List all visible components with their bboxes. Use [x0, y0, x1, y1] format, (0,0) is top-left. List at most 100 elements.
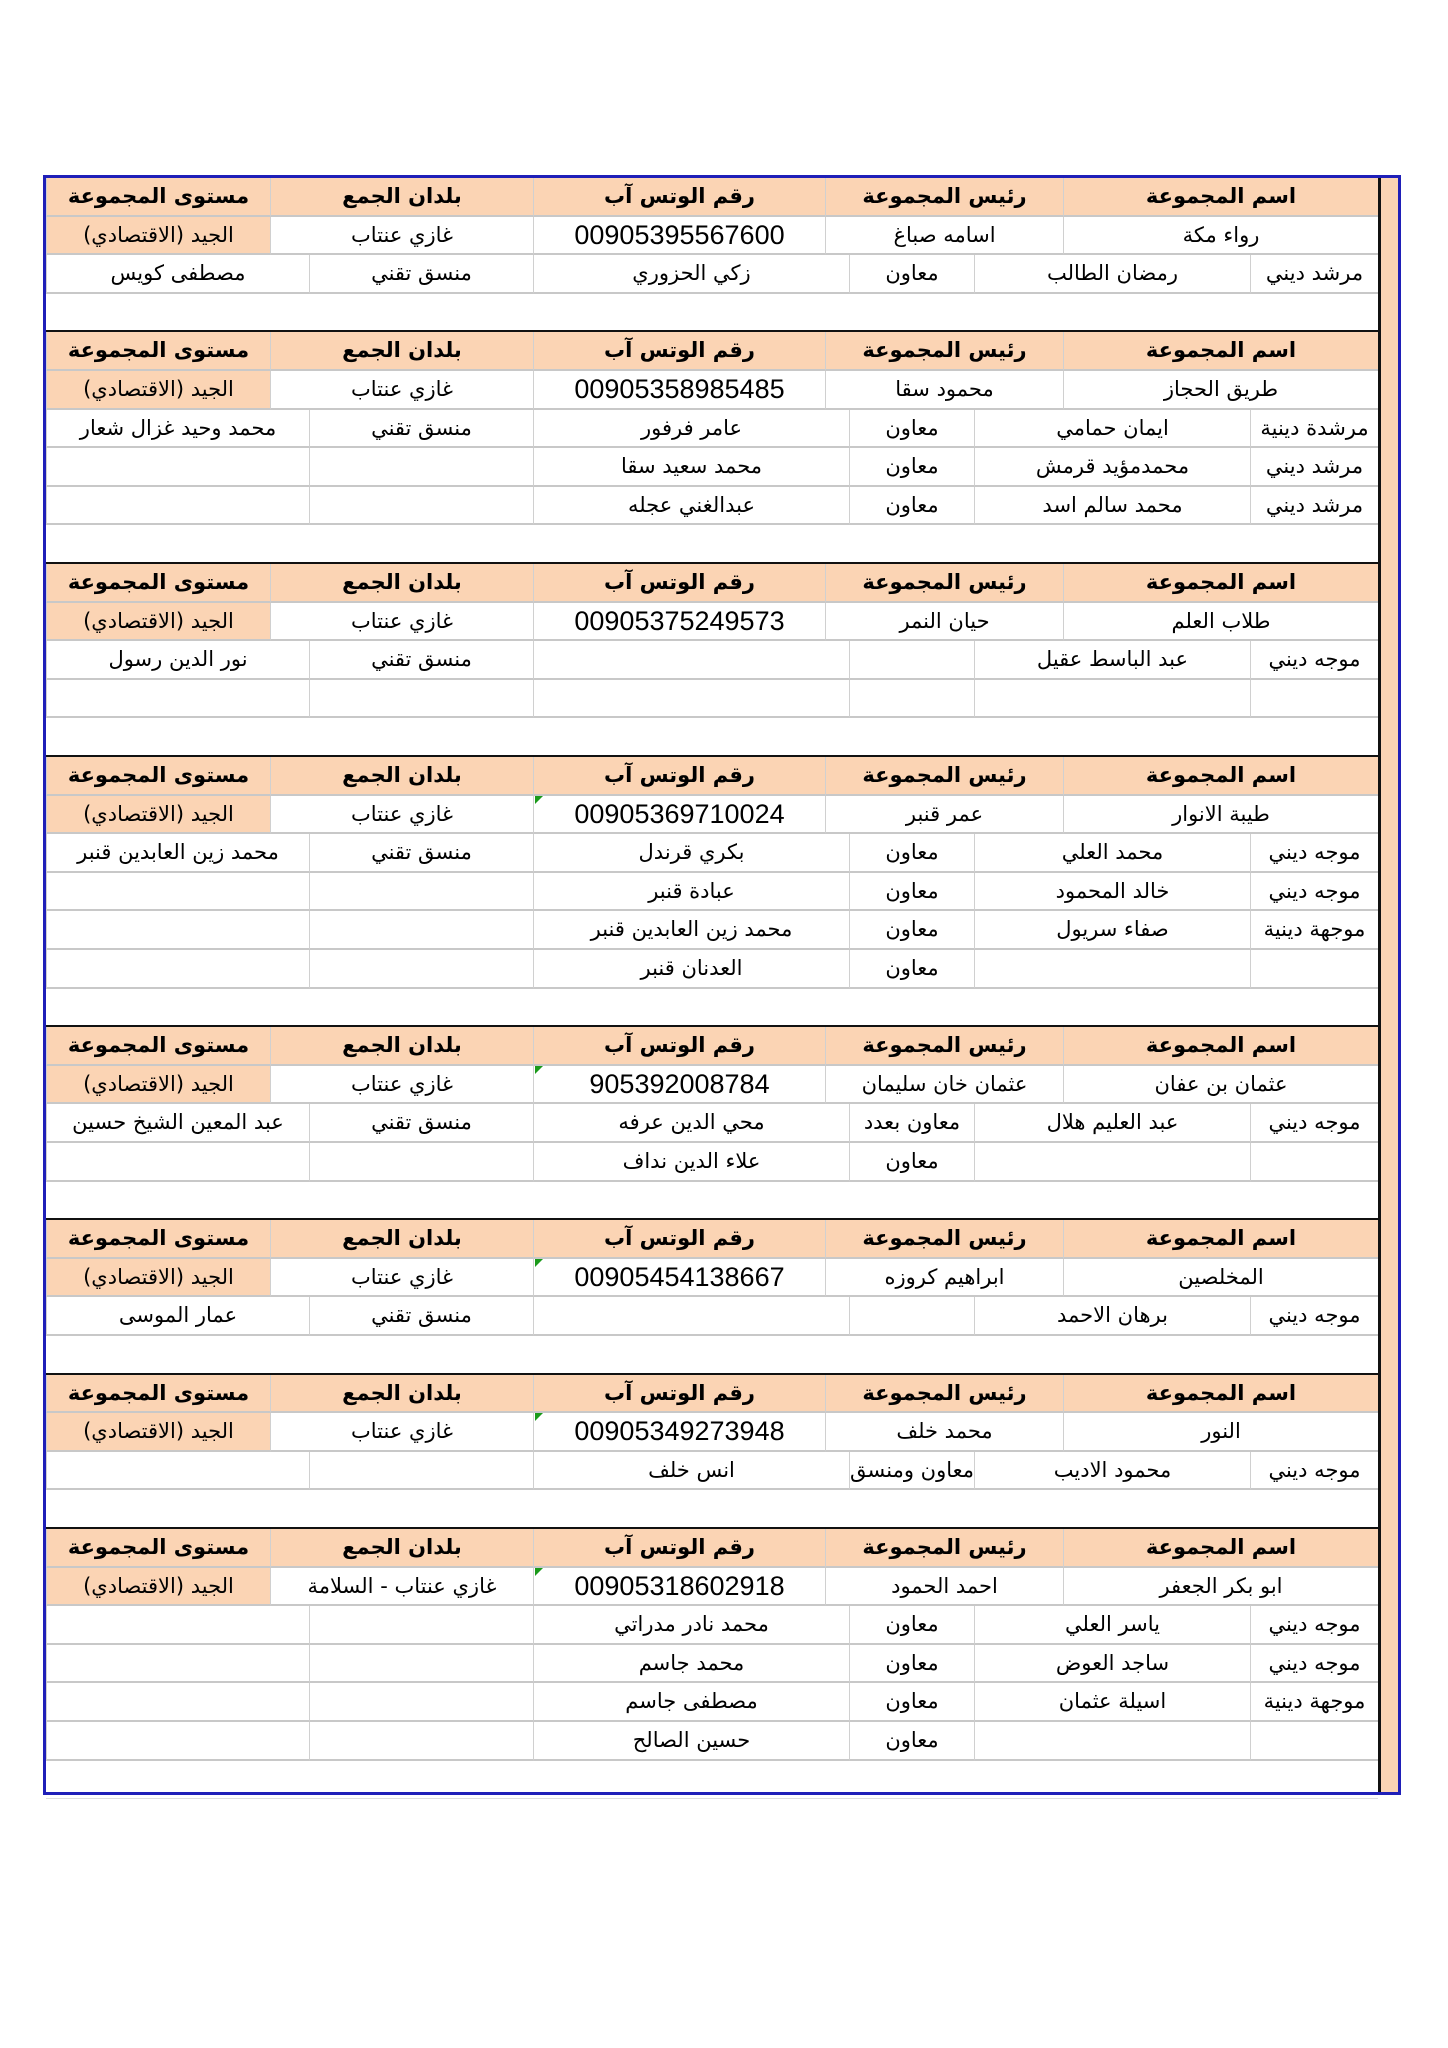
leader-cell: عثمان خان سليمان — [825, 1065, 1063, 1105]
header-group-name: اسم المجموعة — [1063, 757, 1378, 796]
coordinator-name-cell — [46, 911, 309, 950]
phone-cell: 00905318602918 — [533, 1567, 825, 1607]
group-name-cell: طيبة الانوار — [1063, 795, 1378, 835]
leader-cell: محمود سقا — [825, 371, 1063, 410]
member-role-cell: موجه ديني — [1250, 1297, 1378, 1336]
coordinator-role-cell — [309, 448, 533, 487]
coordinator-name-cell: نور الدين رسول — [46, 641, 309, 680]
header-country: بلدان الجمع — [270, 1220, 533, 1259]
assistant-role-cell: معاون — [849, 1683, 974, 1722]
group-separator — [46, 755, 1378, 758]
level-cell: الجيد (الاقتصادي) — [46, 1258, 270, 1298]
assistant-name-cell: محمد نادر مدراتي — [533, 1606, 849, 1645]
member-name-cell — [974, 679, 1250, 719]
coordinator-role-cell — [309, 911, 533, 950]
header-group-name: اسم المجموعة — [1063, 1529, 1378, 1568]
member-name-cell: ياسر العلي — [974, 1606, 1250, 1645]
coordinator-name-cell — [46, 679, 309, 719]
group-spacer-row — [46, 1490, 1378, 1529]
member-role-cell: موجه ديني — [1250, 641, 1378, 680]
coordinator-role-cell: منسق تقني — [309, 641, 533, 680]
header-country: بلدان الجمع — [270, 1374, 533, 1414]
country-cell: غازي عنتاب — [270, 602, 533, 642]
assistant-role-cell: معاون — [849, 834, 974, 873]
leader-cell: احمد الحمود — [825, 1567, 1063, 1607]
member-role-cell: موجه ديني — [1250, 834, 1378, 873]
member-role-cell: موجه ديني — [1250, 1451, 1378, 1491]
member-role-cell: موجه ديني — [1250, 1104, 1378, 1143]
coordinator-name-cell — [46, 1143, 309, 1182]
header-country: بلدان الجمع — [270, 757, 533, 796]
assistant-role-cell: معاون — [849, 409, 974, 449]
member-name-cell — [974, 950, 1250, 989]
header-leader: رئيس المجموعة — [825, 178, 1063, 217]
coordinator-name-cell — [46, 486, 309, 526]
coordinator-role-cell: منسق تقني — [309, 1297, 533, 1336]
assistant-role-cell: معاون — [849, 950, 974, 989]
coordinator-role-cell — [309, 1683, 533, 1722]
assistant-name-cell — [533, 1297, 849, 1336]
member-role-cell — [1250, 1722, 1378, 1761]
header-level: مستوى المجموعة — [46, 332, 270, 371]
header-level: مستوى المجموعة — [46, 1374, 270, 1414]
level-cell: الجيد (الاقتصادي) — [46, 795, 270, 835]
header-group-name: اسم المجموعة — [1063, 1027, 1378, 1066]
coordinator-role-cell: منسق تقني — [309, 255, 533, 294]
member-name-cell: عبد العليم هلال — [974, 1104, 1250, 1143]
assistant-role-cell — [849, 641, 974, 680]
member-name-cell — [974, 1143, 1250, 1182]
header-level: مستوى المجموعة — [46, 1220, 270, 1259]
leader-cell: محمد خلف — [825, 1413, 1063, 1452]
group-name-cell: ابو بكر الجعفر — [1063, 1567, 1378, 1607]
coordinator-name-cell — [46, 448, 309, 487]
leader-cell: حيان النمر — [825, 602, 1063, 642]
assistant-name-cell: محمد سعيد سقا — [533, 448, 849, 487]
leader-cell: عمر قنبر — [825, 795, 1063, 835]
level-cell: الجيد (الاقتصادي) — [46, 371, 270, 410]
member-name-cell: ايمان حمامي — [974, 409, 1250, 449]
header-leader: رئيس المجموعة — [825, 332, 1063, 371]
member-name-cell: محمدمؤيد قرمش — [974, 448, 1250, 487]
header-country: بلدان الجمع — [270, 178, 533, 217]
leader-cell: اسامه صباغ — [825, 216, 1063, 256]
side-stripe — [1378, 178, 1398, 1792]
assistant-role-cell: معاون — [849, 486, 974, 526]
assistant-name-cell — [533, 641, 849, 680]
header-country: بلدان الجمع — [270, 1529, 533, 1568]
coordinator-role-cell: منسق تقني — [309, 1104, 533, 1143]
phone-cell: 00905369710024 — [533, 795, 825, 835]
assistant-role-cell: معاون — [849, 872, 974, 912]
phone-cell: 00905358985485 — [533, 371, 825, 410]
coordinator-role-cell: منسق تقني — [309, 409, 533, 449]
group-separator — [46, 562, 1378, 565]
assistant-name-cell: علاء الدين نداف — [533, 1143, 849, 1182]
member-role-cell: مرشد ديني — [1250, 255, 1378, 294]
coordinator-name-cell — [46, 1683, 309, 1722]
header-level: مستوى المجموعة — [46, 1529, 270, 1568]
coordinator-role-cell — [309, 1722, 533, 1761]
coordinator-name-cell — [46, 1606, 309, 1645]
leader-cell: ابراهيم كروزه — [825, 1258, 1063, 1298]
assistant-role-cell: معاون — [849, 1143, 974, 1182]
header-group-name: اسم المجموعة — [1063, 332, 1378, 371]
level-cell: الجيد (الاقتصادي) — [46, 1065, 270, 1105]
country-cell: غازي عنتاب — [270, 1065, 533, 1105]
member-name-cell: رمضان الطالب — [974, 255, 1250, 294]
group-separator — [46, 1218, 1378, 1222]
header-country: بلدان الجمع — [270, 332, 533, 371]
level-cell: الجيد (الاقتصادي) — [46, 216, 270, 256]
group-spacer-row — [46, 989, 1378, 1028]
member-name-cell: صفاء سريول — [974, 911, 1250, 950]
group-separator — [46, 330, 1378, 334]
header-phone: رقم الوتس آب — [533, 1374, 825, 1414]
assistant-name-cell: بكري قرندل — [533, 834, 849, 873]
header-phone: رقم الوتس آب — [533, 564, 825, 603]
header-leader: رئيس المجموعة — [825, 564, 1063, 603]
coordinator-name-cell: عمار الموسى — [46, 1297, 309, 1336]
group-name-cell: طلاب العلم — [1063, 602, 1378, 642]
coordinator-name-cell — [46, 1722, 309, 1761]
assistant-name-cell: مصطفى جاسم — [533, 1683, 849, 1722]
coordinator-role-cell — [309, 486, 533, 526]
member-role-cell: موجه ديني — [1250, 872, 1378, 912]
member-role-cell — [1250, 1143, 1378, 1182]
